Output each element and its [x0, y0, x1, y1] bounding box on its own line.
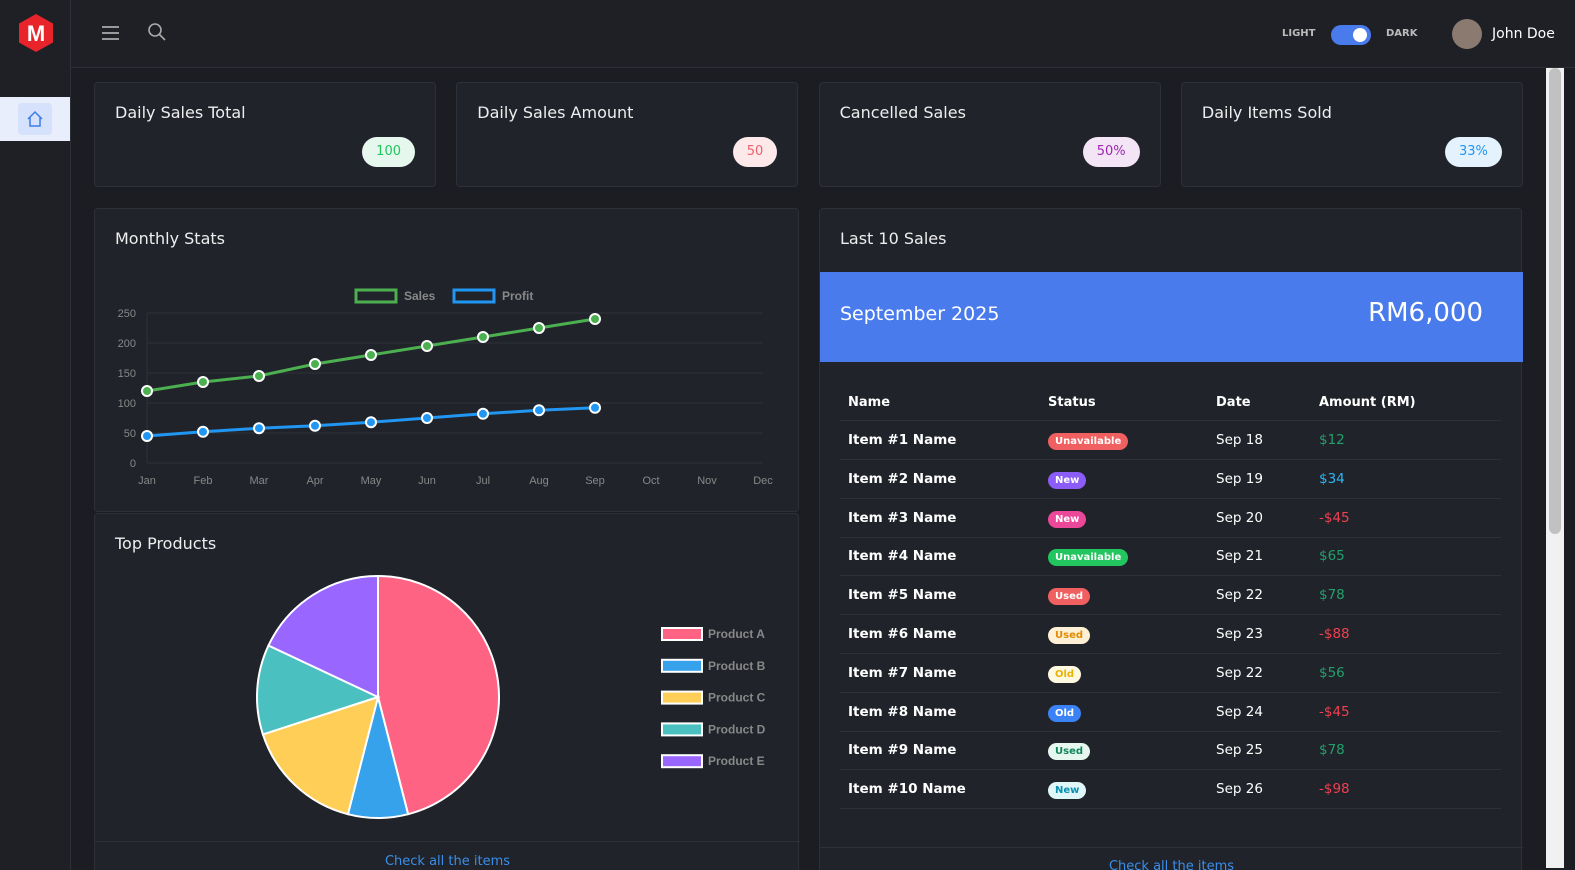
date: Sep 23	[1216, 626, 1263, 642]
item-name: Item #2 Name	[848, 470, 957, 487]
row-line	[840, 497, 1501, 499]
status-badge: New	[1048, 471, 1087, 489]
banner-month: September 2025	[840, 303, 1000, 325]
stat-card: Daily Sales Total 100	[94, 82, 436, 187]
row-line	[840, 653, 1501, 654]
avatar[interactable]	[1452, 19, 1482, 49]
amount: -$45	[1319, 703, 1350, 720]
banner-total: RM6,000	[1368, 298, 1483, 328]
amount: $78	[1319, 587, 1345, 604]
table-header: Date	[1216, 395, 1251, 410]
status-badge: New	[1048, 510, 1087, 528]
stat-card: Daily Items Sold 33%	[1180, 82, 1523, 187]
sidebar: M	[0, 0, 71, 870]
item-name: Item #6 Name	[848, 626, 957, 642]
row-line	[840, 420, 1501, 421]
date: Sep 18	[1216, 432, 1263, 448]
stat-card: Daily Sales Amount 50	[456, 82, 799, 187]
card-title: Monthly Stats	[115, 229, 225, 248]
item-name: Item #8 Name	[848, 703, 957, 720]
amount: -$88	[1319, 626, 1350, 642]
date: Sep 22	[1216, 664, 1263, 681]
monthly-card: Monthly Stats	[94, 208, 799, 512]
date: Sep 20	[1216, 509, 1263, 526]
status-badge: Old	[1048, 665, 1082, 683]
dark-label: DARK	[1386, 28, 1418, 39]
status-badge: Unavailable	[1048, 433, 1129, 450]
row-line	[840, 730, 1501, 732]
item-name: Item #10 Name	[848, 781, 966, 798]
item-name: Item #9 Name	[848, 742, 957, 759]
status-badge: Unavailable	[1048, 549, 1129, 567]
status-badge: Used	[1048, 588, 1091, 606]
status-badge: Used	[1048, 627, 1091, 644]
item-name: Item #5 Name	[848, 587, 957, 604]
scrollbar[interactable]	[1546, 68, 1564, 868]
amount: $78	[1319, 742, 1345, 759]
date: Sep 24	[1216, 703, 1263, 720]
stat-badge: 100	[362, 137, 415, 167]
status-badge: New	[1048, 782, 1087, 800]
status-badge: Old	[1048, 704, 1082, 722]
amount: -$98	[1319, 781, 1350, 798]
check-items-link[interactable]: Check all the items	[384, 854, 511, 869]
date: Sep 19	[1216, 470, 1263, 487]
sales-banner: September 2025 RM6,000	[820, 272, 1523, 362]
logo-text: M	[27, 21, 45, 46]
menu-button[interactable]	[101, 24, 121, 42]
status-badge: Used	[1048, 743, 1091, 761]
nav-home[interactable]	[0, 97, 70, 141]
row-line	[840, 769, 1501, 771]
date: Sep 25	[1216, 742, 1263, 759]
table-header: Status	[1048, 395, 1096, 410]
amount: $65	[1319, 548, 1345, 565]
amount: $12	[1319, 432, 1345, 448]
row-line	[840, 691, 1501, 693]
table-header: Amount (RM)	[1319, 395, 1416, 410]
products-card: Top Products Check all the items	[94, 513, 800, 870]
row-line	[840, 614, 1501, 616]
theme-toggle[interactable]	[1331, 25, 1371, 45]
stat-badge: 50%	[1082, 137, 1140, 167]
row-line	[840, 459, 1501, 460]
topbar: LIGHT DARK John Doe	[71, 0, 1575, 68]
stat-badge: 50	[732, 137, 778, 167]
light-label: LIGHT	[1282, 28, 1316, 39]
item-name: Item #1 Name	[848, 432, 957, 448]
item-name: Item #7 Name	[848, 664, 957, 681]
row-line	[840, 536, 1501, 538]
stat-title: Cancelled Sales	[839, 103, 966, 122]
user-name[interactable]: John Doe	[1492, 26, 1555, 42]
stat-title: Daily Sales Total	[115, 103, 246, 122]
amount: -$45	[1319, 509, 1350, 526]
row-line	[840, 575, 1501, 577]
date: Sep 26	[1216, 781, 1263, 798]
item-name: Item #4 Name	[848, 548, 957, 565]
stat-badge: 33%	[1444, 137, 1502, 167]
search-button[interactable]	[147, 22, 167, 42]
row-line	[840, 808, 1501, 810]
stat-card: Cancelled Sales 50%	[818, 82, 1161, 187]
stat-title: Daily Sales Amount	[477, 103, 634, 122]
amount: $56	[1319, 664, 1345, 681]
date: Sep 21	[1216, 548, 1263, 565]
sales-card: Last 10 Sales September 2025 RM6,000 Che…	[819, 208, 1523, 870]
date: Sep 22	[1216, 587, 1263, 604]
stat-title: Daily Items Sold	[1201, 103, 1332, 122]
check-items-link[interactable]: Check all the items	[1108, 859, 1235, 870]
amount: $34	[1319, 470, 1345, 487]
card-title: Last 10 Sales	[840, 229, 947, 248]
table-header: Name	[848, 395, 891, 410]
card-title: Top Products	[115, 534, 217, 553]
item-name: Item #3 Name	[848, 509, 957, 526]
logo[interactable]: M	[16, 13, 56, 53]
